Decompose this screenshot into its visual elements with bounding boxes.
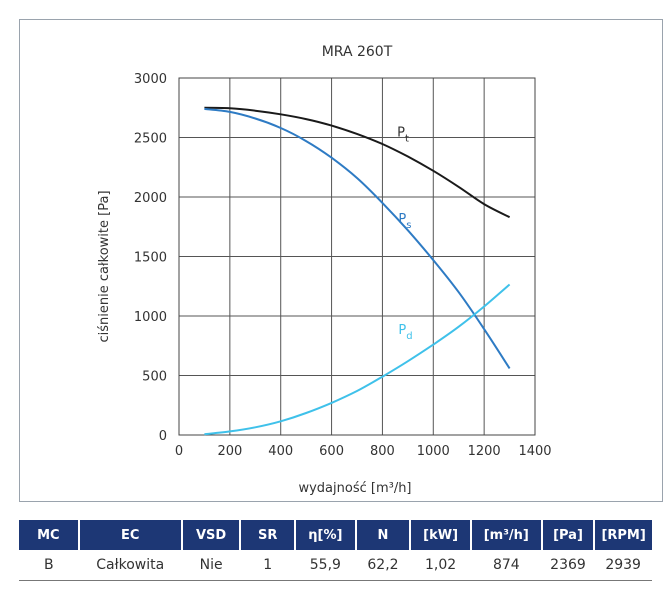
cell-m3h: 874 (470, 550, 542, 581)
cell-ec: Całkowita (78, 550, 182, 581)
header-kw: [kW] (410, 520, 472, 550)
header-n: N (355, 520, 412, 550)
cell-rpm: 2939 (594, 550, 652, 581)
plot-frame (178, 77, 536, 436)
header-eta: η[%] (295, 520, 357, 550)
spec-table: MC EC VSD SR η[%] N [kW] [m³/h] [Pa] [RP… (19, 520, 652, 581)
x-tick-label: 0 (175, 444, 183, 459)
y-tick-label: 1000 (134, 310, 167, 325)
series-line-s (204, 107, 511, 369)
x-tick-label: 1400 (518, 444, 551, 459)
header-mc: MC (19, 520, 80, 550)
header-vsd: VSD (181, 520, 242, 550)
series-label-d: Pd (398, 323, 412, 342)
x-tick-label: 1200 (468, 444, 501, 459)
cell-sr: 1 (240, 550, 296, 581)
cell-mc: B (19, 550, 79, 581)
header-sr: SR (240, 520, 297, 550)
series-line-t (204, 106, 511, 219)
y-tick-label: 500 (142, 370, 167, 385)
cell-kw: 1,02 (410, 550, 471, 581)
x-axis-label: wydajność [m³/h] (298, 481, 411, 496)
table-header-row: MC EC VSD SR η[%] N [kW] [m³/h] [Pa] [RP… (19, 520, 652, 550)
x-tick-label: 800 (370, 444, 395, 459)
cell-pa: 2369 (541, 550, 595, 581)
x-tick-label: 200 (217, 444, 242, 459)
header-rpm: [RPM] (594, 520, 652, 550)
table-row: B Całkowita Nie 1 55,9 62,2 1,02 874 236… (19, 550, 652, 581)
x-tick-label: 600 (319, 444, 344, 459)
header-m3h: [m³/h] (470, 520, 543, 550)
y-tick-label: 2000 (134, 191, 167, 206)
cell-vsd: Nie (181, 550, 241, 581)
header-pa: [Pa] (541, 520, 596, 550)
y-tick-label: 1500 (134, 251, 167, 266)
x-tick-label: 1000 (417, 444, 450, 459)
chart-title: MRA 260T (322, 44, 393, 60)
cell-n: 62,2 (355, 550, 411, 581)
y-tick-label: 0 (159, 429, 167, 444)
performance-chart: 0 200 400 600 800 1000 1200 1400 0 500 1000 1500 200… (97, 44, 552, 496)
y-tick-label: 2500 (134, 132, 167, 147)
y-axis-label: ciśnienie całkowite [Pa] (97, 190, 112, 342)
x-tick-label: 400 (268, 444, 293, 459)
series-line-d (204, 283, 511, 436)
series-label-t: Pt (397, 125, 409, 144)
cell-eta: 55,9 (295, 550, 356, 581)
chart-panel: 0 200 400 600 800 1000 1200 1400 0 500 1000 1500 200… (19, 19, 663, 502)
y-tick-label: 3000 (134, 72, 167, 87)
header-ec: EC (78, 520, 183, 550)
series-label-s: Ps (398, 212, 411, 231)
